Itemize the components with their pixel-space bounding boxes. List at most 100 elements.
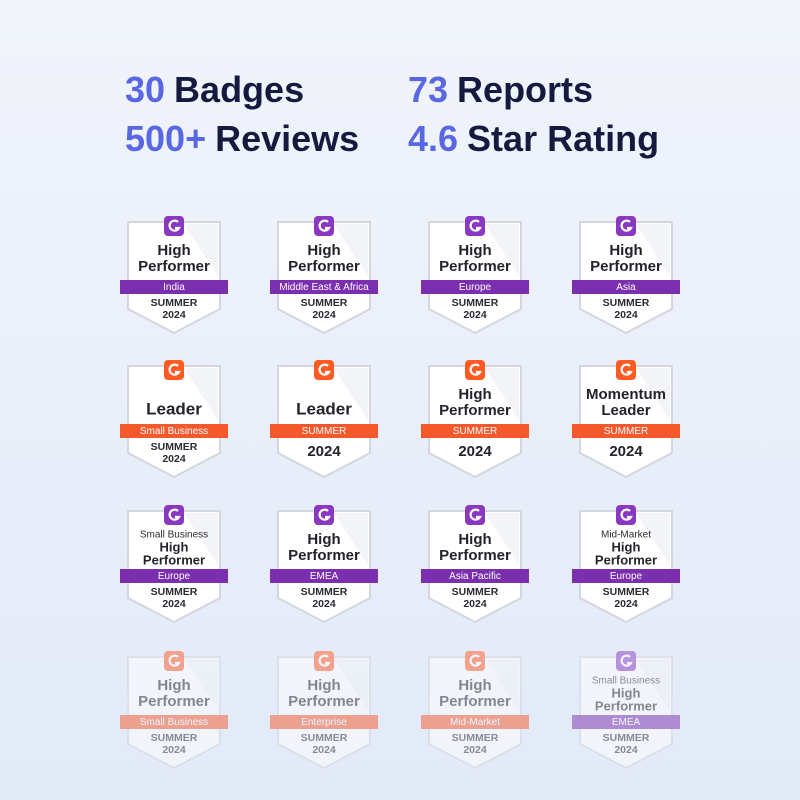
badge-shield: [277, 656, 371, 770]
badge-shield: [579, 510, 673, 624]
badge-footer: 2024: [162, 453, 186, 465]
stat: 30 Badges: [125, 69, 304, 110]
stat-label: Star Rating: [467, 118, 659, 159]
g2-logo-mark: [168, 508, 181, 521]
badge-ribbon-text: EMEA: [612, 717, 641, 728]
g2-logo: [616, 216, 636, 236]
badge-title: High: [458, 386, 491, 403]
badge-footer: SUMMER: [151, 441, 198, 453]
badge-title: Performer: [288, 547, 360, 564]
badge-title: Performer: [138, 693, 210, 710]
g2-logo: [314, 651, 334, 671]
badge-ribbon-text: EMEA: [310, 571, 339, 582]
badge-title: High: [612, 539, 641, 554]
badge-gloss: [184, 368, 218, 420]
badge-footer: 2024: [614, 598, 638, 610]
badge-footer: 2024: [458, 443, 492, 460]
badge-ribbon: [421, 424, 529, 438]
stat-label: Reports: [457, 69, 593, 110]
badge-footer: 2024: [463, 744, 487, 756]
badge-footer: SUMMER: [151, 297, 198, 309]
stat-label: Badges: [174, 69, 304, 110]
badge-footer: SUMMER: [452, 297, 499, 309]
g2-logo: [616, 360, 636, 380]
stat-number: 500+: [125, 118, 206, 159]
badge-title: Performer: [439, 547, 511, 564]
badge-shield: [127, 656, 221, 770]
badge-gloss: [334, 659, 368, 711]
badge-ribbon: [421, 569, 529, 583]
badge-ribbon: [270, 715, 378, 729]
badge-ribbon-text: Asia Pacific: [449, 571, 501, 582]
badge-gloss: [184, 659, 218, 711]
badge-footer: SUMMER: [452, 586, 499, 598]
badge-shield: [277, 365, 371, 479]
badge-ribbon: [572, 715, 680, 729]
badge-gloss: [184, 513, 218, 565]
g2-logo-mark: [168, 363, 181, 376]
badge-footer: SUMMER: [151, 586, 198, 598]
badge-title: High: [609, 242, 642, 259]
badge-shield: [428, 656, 522, 770]
badge-gloss: [334, 513, 368, 565]
badge-title: High: [160, 539, 189, 554]
badge-shield: [277, 221, 371, 335]
badge-title: Performer: [595, 552, 657, 567]
g2-logo-mark: [469, 508, 482, 521]
badge-title: High: [307, 242, 340, 259]
badge-title: Performer: [439, 693, 511, 710]
badge-ribbon: [421, 280, 529, 294]
stat-label: Reviews: [215, 118, 359, 159]
badge-ribbon: [421, 715, 529, 729]
badge-footer: 2024: [312, 598, 336, 610]
badge-footer: 2024: [614, 309, 638, 321]
badge-footer: 2024: [463, 598, 487, 610]
badge-ribbon: [120, 715, 228, 729]
badge-title: Performer: [439, 402, 511, 419]
badge-segment: Small Business: [592, 676, 660, 687]
g2-logo-mark: [620, 508, 633, 521]
badge-ribbon-text: Europe: [459, 282, 492, 293]
g2-logo-mark: [168, 654, 181, 667]
badge-shield: [579, 365, 673, 479]
stat: 4.6 Star Rating: [408, 118, 659, 159]
badge-footer: SUMMER: [603, 732, 650, 744]
badge-ribbon-text: SUMMER: [453, 426, 497, 437]
badge-title: Performer: [439, 258, 511, 275]
badge-footer: SUMMER: [301, 586, 348, 598]
g2-logo: [465, 216, 485, 236]
badge-gloss: [636, 224, 670, 276]
badge-title: High: [458, 677, 491, 694]
badge-title: Leader: [146, 399, 202, 418]
badge-gloss: [334, 368, 368, 420]
badge-footer: SUMMER: [452, 732, 499, 744]
badge-footer: 2024: [312, 309, 336, 321]
badge-gloss: [485, 224, 519, 276]
badge-footer: 2024: [307, 443, 341, 460]
badge-shield: [428, 510, 522, 624]
g2-logo-mark: [469, 219, 482, 232]
badge-shield: [579, 656, 673, 770]
badge-title: Momentum: [586, 386, 666, 403]
badge-ribbon: [120, 569, 228, 583]
badge-ribbon-text: Small Business: [140, 717, 208, 728]
badge-shield: [428, 221, 522, 335]
badge-ribbon-text: Europe: [610, 571, 643, 582]
badge-footer: SUMMER: [603, 586, 650, 598]
badge-title: Performer: [595, 698, 657, 713]
badge-ribbon-text: Enterprise: [301, 717, 347, 728]
g2-logo: [164, 651, 184, 671]
badge-title: High: [612, 685, 641, 700]
badge-footer: 2024: [614, 744, 638, 756]
badge-title: Leader: [296, 399, 352, 418]
